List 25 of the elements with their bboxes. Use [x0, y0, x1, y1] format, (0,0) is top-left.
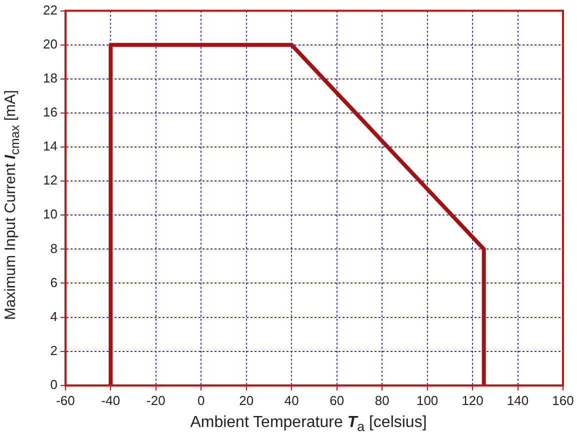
x-tick-label: -40 [101, 392, 120, 408]
y-tick-label: 18 [42, 70, 58, 86]
x-tick-label: -60 [56, 392, 75, 408]
x-tick-label: 100 [416, 392, 438, 408]
y-tick-label: 10 [42, 206, 58, 222]
y-tick-label: 16 [42, 104, 58, 120]
y-tick-label: 20 [42, 36, 58, 52]
x-axis-title: Ambient Temperature T$_{a}$ [celsius] [189, 414, 428, 434]
x-tick-label: 80 [374, 392, 390, 408]
x-tick-label: -20 [146, 392, 166, 408]
x-tick-label: 40 [284, 392, 299, 408]
y-tick-label: 14 [42, 138, 58, 154]
x-tick-label: 160 [552, 392, 574, 408]
x-tick-label: 120 [462, 392, 484, 408]
y-tick-label: 0 [50, 376, 58, 392]
y-tick-label: 2 [50, 342, 58, 358]
x-tick-label: 0 [198, 392, 205, 408]
y-tick-label: 4 [50, 308, 58, 324]
x-tick-label: 20 [239, 392, 254, 408]
y-tick-label: 6 [50, 274, 58, 290]
y-tick-label: 8 [50, 240, 58, 256]
x-tick-label: 140 [506, 392, 529, 408]
x-tick-label: 60 [330, 392, 344, 408]
y-tick-label: 22 [42, 2, 58, 18]
y-tick-label: 12 [42, 172, 58, 188]
